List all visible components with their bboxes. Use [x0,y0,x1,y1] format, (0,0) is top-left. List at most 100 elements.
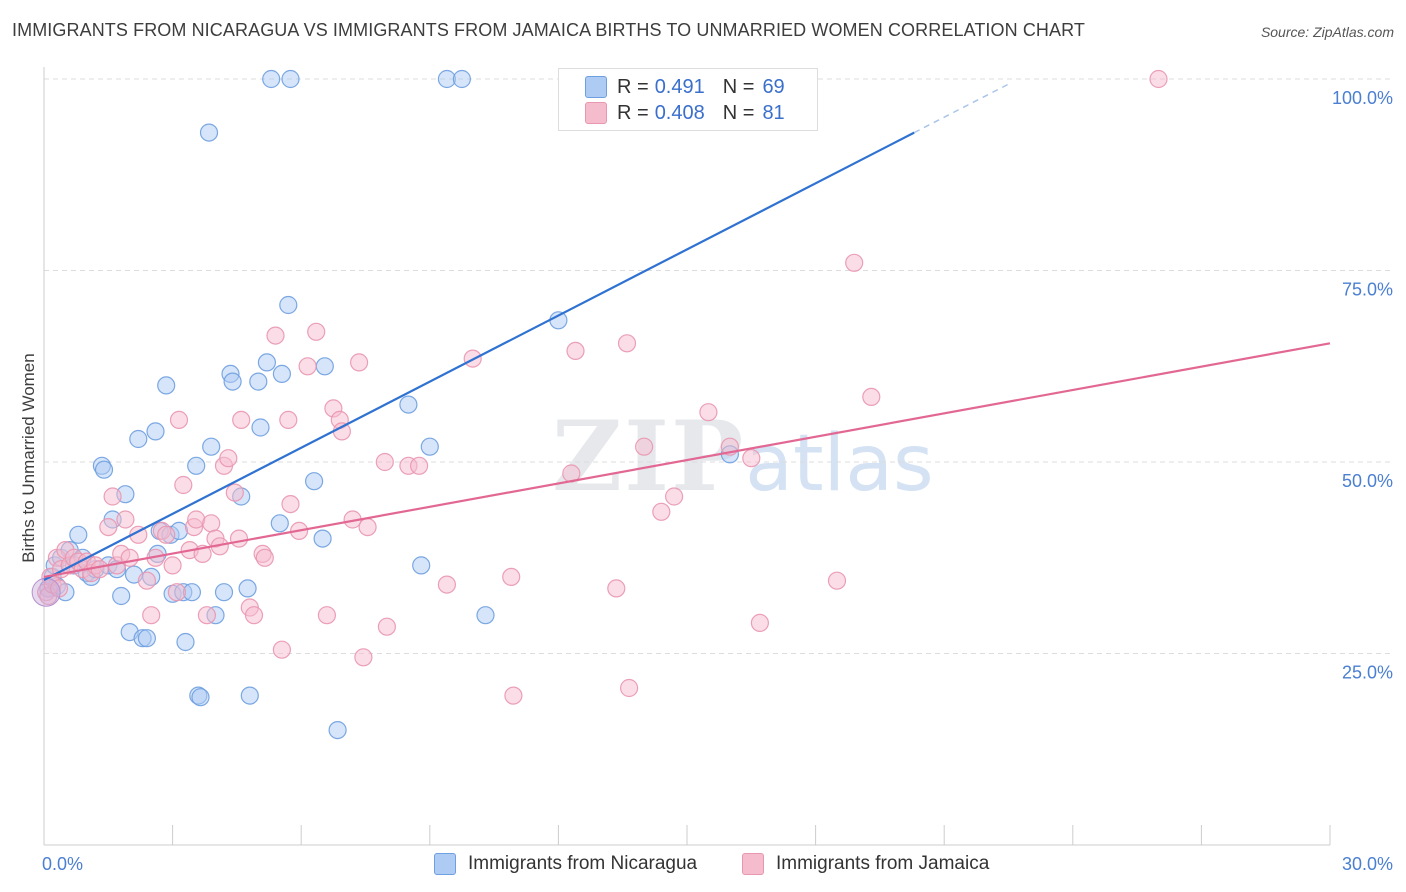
jamaica-point [437,575,456,594]
nicaragua-point [223,372,242,391]
nicaragua-point [129,429,148,449]
trend-line-jamaica [43,342,1331,578]
nicaragua-point [420,437,439,456]
y-tick-label: 25.0% [1342,663,1393,683]
jamaica-point [90,560,109,579]
jamaica-point [225,483,244,502]
nicaragua-point [452,69,471,89]
trend-lines [43,83,1331,581]
legend-r-label: R = [617,75,649,98]
nicaragua-point [249,372,268,391]
legend-swatch-nicaragua [585,76,607,98]
jamaica-point [103,487,122,506]
x-tick-label: 30.0% [1342,854,1393,874]
jamaica-point [307,322,326,341]
nicaragua-point [146,422,165,441]
nicaragua-point [476,606,495,625]
nicaragua-point [272,364,291,383]
y-tick-label: 100.0% [1332,88,1393,108]
x-tick-label: 0.0% [42,854,83,874]
legend-n-value: 69 [762,75,785,98]
nicaragua-point [305,472,324,491]
jamaica-point [244,606,264,625]
jamaica-point [332,422,351,441]
nicaragua-point [281,69,300,89]
jamaica-point [377,617,396,636]
trend-line-nicaragua-extension [913,83,1009,134]
watermark-atlas: atlas [745,419,934,509]
nicaragua-point [176,632,195,652]
nicaragua-point [112,586,131,606]
jamaica-point [174,475,193,495]
y-tick-label: 75.0% [1342,280,1393,300]
jamaica-point [298,357,317,376]
legend-r-value: 0.408 [654,101,705,124]
source-credit: Source: ZipAtlas.com [1260,24,1394,40]
jamaica-point [142,606,161,625]
jamaica-point [229,529,249,548]
jamaica-point [169,410,189,429]
legend-n-label: N = [722,75,755,98]
jamaica-point [750,613,770,633]
nicaragua-point [238,579,257,598]
jamaica-point [99,517,118,537]
jamaica-point [219,449,238,468]
nicaragua-point [191,688,210,707]
legend-row-jamaica: R = 0.408 N = 81 [585,101,785,125]
jamaica-point [845,253,864,272]
jamaica-point [197,606,216,625]
jamaica-point [116,510,135,529]
nicaragua-point [137,629,156,648]
nicaragua-point [315,357,334,376]
jamaica-point [375,452,394,472]
jamaica-point [157,525,176,544]
legend-row-nicaragua: R = 0.491 N = 69 [585,75,785,99]
legend-r-label: R = [617,101,649,124]
y-tick-label: 50.0% [1342,471,1393,491]
nicaragua-point [94,460,114,479]
tick-labels: 25.0% 50.0% 75.0% 100.0% 0.0% 30.0% [42,88,1393,874]
jamaica-point [827,571,847,590]
series-nicaragua-points [39,69,770,740]
legend-swatch-jamaica [585,102,607,124]
nicaragua-point [257,353,276,372]
nicaragua-point [199,123,219,142]
jamaica-point [163,556,182,575]
nicaragua-point [399,395,418,414]
nicaragua-point [69,525,88,544]
chart-title: IMMIGRANTS FROM NICARAGUA VS IMMIGRANTS … [12,20,1086,40]
jamaica-point [862,387,881,406]
nicaragua-point [262,69,281,89]
legend-r-value: 0.491 [654,75,705,98]
series-legend-label-nicaragua: Immigrants from Nicaragua [468,853,698,874]
jamaica-point [120,548,139,567]
jamaica-point [358,517,377,537]
series-legend-swatch-jamaica [742,853,764,875]
jamaica-point [187,510,206,529]
grid-lines [44,78,1392,654]
jamaica-point [266,326,285,345]
nicaragua-point [187,456,206,475]
jamaica-point [664,487,684,506]
series-legend: Immigrants from Nicaragua Immigrants fro… [0,851,1406,879]
nicaragua-point [157,376,176,395]
nicaragua-point [270,514,289,533]
jamaica-point [504,686,523,705]
series-jamaica-points [31,69,1168,705]
jamaica-point [167,583,186,602]
jamaica-point [350,353,369,372]
jamaica-point [617,334,637,353]
jamaica-point [634,437,654,456]
jamaica-point [607,579,626,598]
correlation-legend: R = 0.491 N = 69 R = 0.408 N = 81 [558,68,818,131]
jamaica-point [742,449,761,468]
jamaica-point [354,648,373,667]
jamaica-point [1149,69,1168,89]
jamaica-point [255,548,274,567]
jamaica-point [232,410,251,429]
jamaica-point [410,456,429,475]
nicaragua-point [328,720,347,740]
series-legend-swatch-nicaragua [434,853,456,875]
legend-n-value: 81 [762,101,785,124]
jamaica-point [619,678,639,698]
